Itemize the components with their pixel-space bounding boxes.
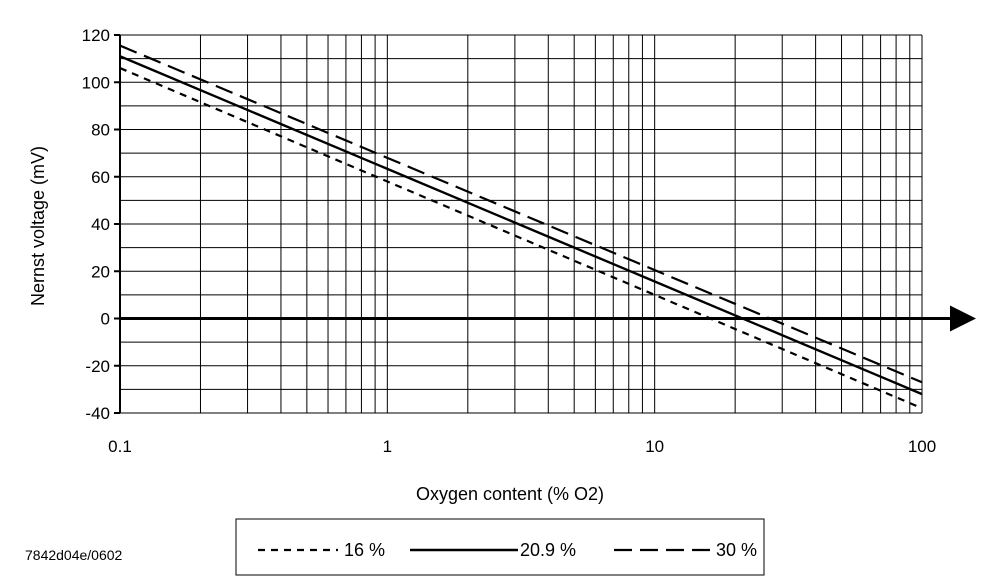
series-line-20-9	[119, 55, 923, 396]
axis-arrowhead	[950, 305, 976, 332]
legend-label: 20.9 %	[520, 540, 576, 560]
y-tick-label: 80	[91, 121, 110, 140]
x-tick-label: 1	[383, 437, 392, 456]
x-tick-label: 100	[908, 437, 936, 456]
y-tick-label: 120	[82, 26, 110, 45]
y-tick-label: 20	[91, 262, 110, 281]
legend-label: 30 %	[716, 540, 757, 560]
series-line-30	[119, 44, 923, 384]
y-tick-label: -20	[85, 357, 110, 376]
legend: 16 % 20.9 % 30 %	[235, 518, 765, 576]
legend-items: 16 % 20.9 % 30 %	[258, 540, 757, 560]
tick-labels: -40 -20 0 20 40 60 80 100 120 0.1 1 10 100	[82, 26, 937, 456]
x-axis-label: Oxygen content (% O2)	[416, 484, 604, 504]
legend-box	[235, 518, 765, 576]
figure-code: 7842d04e/0602	[25, 547, 123, 563]
y-tick-label: 40	[91, 215, 110, 234]
y-axis-label: Nernst voltage (mV)	[28, 146, 48, 306]
y-tick-label: 100	[82, 73, 110, 92]
x-tick-label: 10	[645, 437, 664, 456]
y-tick-label: 60	[91, 168, 110, 187]
grid-lines	[119, 34, 923, 414]
axes	[114, 34, 976, 414]
y-tick-label: -40	[85, 404, 110, 423]
legend-label: 16 %	[344, 540, 385, 560]
y-tick-label: 0	[101, 310, 110, 329]
x-tick-label: 0.1	[108, 437, 132, 456]
series-line-16	[119, 67, 923, 410]
series-lines	[119, 44, 923, 410]
